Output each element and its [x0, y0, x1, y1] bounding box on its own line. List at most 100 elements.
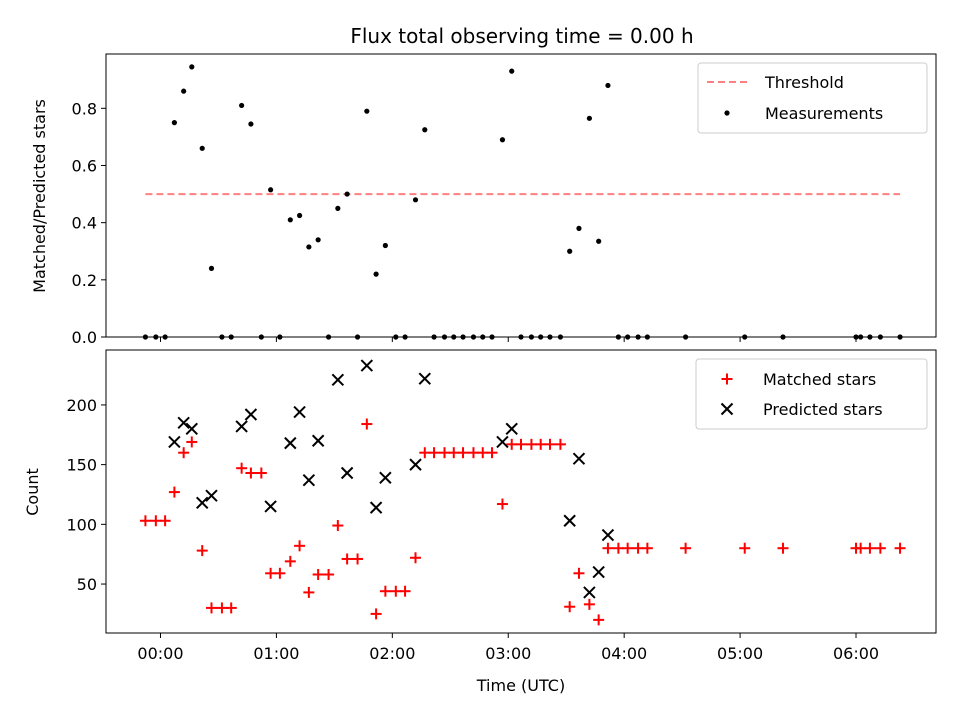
- measurement-point: [315, 237, 321, 243]
- predicted-star-point: [302, 473, 316, 487]
- matched-star-point: [323, 568, 335, 580]
- matched-star-point: [457, 447, 469, 459]
- bottom-legend: Matched stars Predicted stars: [695, 358, 928, 430]
- measurement-point: [344, 191, 350, 197]
- chart-title: Flux total observing time = 0.00 h: [350, 24, 693, 48]
- matched-star-point: [245, 467, 257, 479]
- bottom-legend-frame: [695, 358, 928, 430]
- matched-star-point: [874, 542, 886, 554]
- measurement-point: [373, 271, 379, 277]
- predicted-star-point: [409, 458, 422, 471]
- bottom-y-tick-label: 200: [66, 396, 97, 415]
- matched-star-point: [448, 447, 460, 459]
- matched-star-point: [303, 586, 315, 598]
- legend-predicted-marker: [720, 402, 734, 416]
- measurement-point: [382, 242, 388, 249]
- matched-star-point: [225, 602, 237, 614]
- measurement-point: [499, 137, 506, 143]
- predicted-star-point: [205, 489, 218, 502]
- legend-measurements-label: Measurements: [765, 104, 883, 123]
- bottom-plot-area: [139, 359, 906, 626]
- matched-star-point: [583, 598, 595, 610]
- bottom-x-tick-label: 04:00: [601, 644, 647, 663]
- legend-matched-swatch: [721, 373, 733, 385]
- measurement-point: [576, 225, 582, 231]
- bottom-x-tick-label: 02:00: [369, 644, 415, 663]
- bottom-x-tick-label: 03:00: [485, 644, 531, 663]
- matched-star-point: [265, 567, 277, 579]
- matched-star-point: [593, 614, 605, 626]
- matched-star-point: [535, 438, 547, 450]
- predicted-star-point: [379, 471, 392, 484]
- legend-measurements-swatch: [724, 110, 730, 116]
- matched-star-point: [274, 567, 286, 579]
- measurement-point: [567, 248, 573, 254]
- bottom-y-tick-label: 150: [66, 456, 97, 475]
- legend-predicted-swatch: [720, 402, 734, 416]
- matched-star-point: [777, 542, 789, 554]
- predicted-star-point: [601, 528, 615, 542]
- measurement-point: [239, 102, 245, 109]
- matched-star-point: [564, 601, 576, 613]
- matched-star-point: [370, 608, 382, 620]
- bottom-x-axis-label: Time (UTC): [476, 676, 565, 695]
- bottom-x-tick-label: 01:00: [253, 644, 299, 663]
- matched-star-point: [150, 515, 162, 527]
- predicted-star-point: [264, 500, 277, 513]
- matched-star-point: [477, 447, 489, 459]
- matched-star-point: [196, 545, 208, 557]
- measurement-point: [171, 120, 177, 126]
- bottom-panel: 50 100 150 200 00:00 01:00 02:00 03:00 04:00 05:…: [23, 349, 937, 695]
- matched-star-point: [855, 542, 867, 554]
- matched-star-point: [554, 438, 566, 450]
- top-plot-area: [142, 64, 903, 340]
- measurement-point: [509, 68, 515, 74]
- matched-star-point: [864, 542, 876, 554]
- top-y-tick-label: 0.0: [72, 328, 97, 347]
- matched-star-point: [419, 447, 431, 459]
- measurement-point: [422, 127, 428, 133]
- matched-star-point: [294, 540, 306, 552]
- predicted-star-point: [572, 452, 586, 465]
- matched-star-point: [641, 542, 653, 554]
- matched-star-point: [352, 553, 364, 565]
- measurement-point: [335, 205, 341, 211]
- matched-star-point: [236, 462, 248, 474]
- measurement-point: [268, 187, 274, 193]
- matched-star-point: [168, 486, 180, 498]
- predicted-star-point: [583, 586, 596, 599]
- matched-star-point: [506, 438, 518, 450]
- predicted-star-point: [331, 373, 345, 387]
- matched-star-point: [390, 585, 402, 597]
- top-legend: Threshold Measurements: [697, 62, 928, 134]
- bottom-x-tick-label: 05:00: [717, 644, 763, 663]
- bottom-x-axis: 00:00 01:00 02:00 03:00 04:00 05:00 06:00: [137, 633, 879, 663]
- matched-star-point: [399, 585, 411, 597]
- legend-threshold-label: Threshold: [764, 73, 844, 92]
- measurement-point: [596, 238, 602, 244]
- top-y-tick-label: 0.6: [72, 156, 97, 175]
- top-y-tick-label: 0.8: [72, 99, 97, 118]
- legend-matched-marker: [721, 373, 733, 385]
- predicted-star-point: [418, 372, 431, 385]
- measurement-point: [605, 82, 611, 89]
- predicted-star-point: [293, 405, 306, 419]
- top-panel: Flux total observing time = 0.00 h 0.0 0.…: [30, 24, 937, 347]
- matched-star-point: [602, 542, 614, 554]
- top-legend-frame: [697, 62, 928, 134]
- matched-star-point: [894, 542, 906, 554]
- top-y-axis-label: Matched/Predicted stars: [30, 99, 49, 293]
- matched-star-point: [573, 567, 585, 579]
- predicted-star-point: [196, 496, 209, 510]
- matched-star-point: [410, 552, 422, 564]
- bottom-x-tick-label: 00:00: [137, 644, 183, 663]
- top-x-ticks: [159, 337, 857, 342]
- matched-star-point: [361, 418, 373, 430]
- predicted-star-point: [360, 359, 374, 372]
- bottom-y-axis-label: Count: [23, 468, 42, 516]
- matched-star-point: [544, 438, 556, 450]
- measurement-point: [364, 108, 370, 114]
- matched-star-point: [680, 542, 692, 554]
- predicted-star-point: [177, 416, 190, 430]
- predicted-star-point: [496, 435, 509, 449]
